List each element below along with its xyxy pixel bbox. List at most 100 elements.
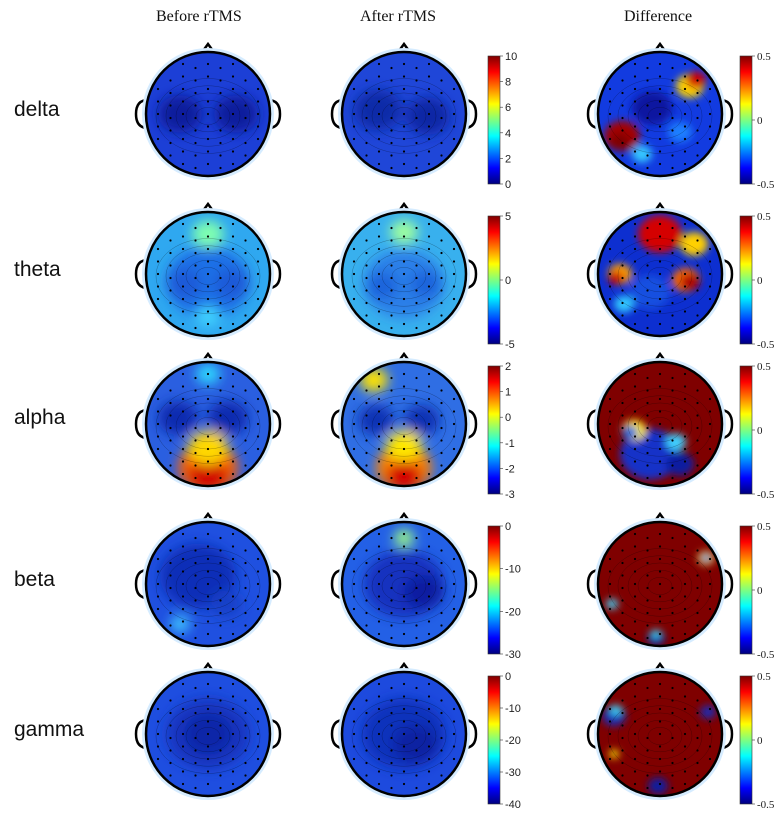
electrode-dot [206,732,210,736]
contour-line [381,409,427,443]
electrode-dot [415,711,418,715]
electrode-dot [440,611,443,615]
electrode-dot [181,557,185,561]
contour-line [165,245,251,307]
electrode-dot [156,125,160,128]
electrode-dot [683,632,687,636]
electrode-dot [219,476,222,480]
electrode-dot [415,599,418,602]
electrode-dot [415,289,418,292]
electrode-dot [219,401,222,405]
electrode-dot [194,586,197,590]
electrode-dot [633,150,637,153]
electrode-dot [608,720,612,723]
colorbar-tick-label: 4 [505,128,511,140]
electrode-dot [452,745,456,748]
electrode-dot [658,75,662,78]
electrode-dot [646,686,649,690]
topomap-beta-after [329,505,479,655]
contour-line [647,417,673,435]
electrode-dot [427,570,431,573]
electrode-dot [683,150,687,153]
electrode-dot [390,611,393,615]
electrode-dot [415,104,418,107]
contour-line [361,555,447,617]
electrode-dot [181,695,185,698]
electrode-dot [621,301,624,305]
electrode-dot [231,137,235,141]
electrode-dot [658,447,662,451]
electrode-dot [608,260,612,263]
activity-region [158,95,202,133]
electrode-dot [708,570,712,573]
electrode-dot [708,732,712,736]
electrode-dot [658,100,662,103]
electrode-dot [194,574,197,577]
electrode-dot [377,310,381,313]
electrode-dot [365,599,368,602]
electrode-dot [231,782,235,786]
electrode-dot [194,66,197,70]
activity-region [406,97,450,135]
head-outline [340,360,468,488]
electrode-dot [181,322,185,326]
contour-line [165,395,251,457]
electrode-dot [658,372,662,376]
electrode-dot [231,720,235,723]
electrode-dot [633,447,637,451]
electrode-dot [671,786,674,790]
electrode-dot [390,749,393,752]
electrode-dot [219,439,222,442]
electrode-dot [377,595,381,598]
electrode-dot [231,372,235,376]
electrode-dot [440,301,443,305]
electrode-dot [708,595,712,598]
electrode-dot [244,389,247,392]
electrode-dot [402,545,406,548]
electrode-dot [219,251,222,255]
electrode-dot [206,435,210,438]
contour-line [185,569,231,603]
electrode-dot [169,426,172,430]
electrode-dot [390,104,393,107]
electrode-dot [156,260,160,263]
electrode-dot [696,736,699,740]
electrode-dot [169,724,172,727]
electrode-dot [156,410,160,413]
electrode-dot [365,91,368,95]
electrode-dot [181,472,185,476]
electrode-dot [646,711,649,715]
left-ear-icon [134,568,149,600]
column-header-difference: Difference [624,8,693,25]
electrode-dot [244,599,247,602]
electrode-dot [219,154,222,157]
electrode-dot [633,272,637,276]
electrode-dot [671,376,674,380]
electrode-dot [658,570,662,573]
electrode-dot [402,770,406,773]
electrode-dot [244,611,247,615]
electrode-dot [181,422,185,426]
electrode-dot [427,707,431,711]
electrode-dot [402,410,406,413]
electrode-dot [206,100,210,103]
electrode-dot [608,410,612,413]
right-ear-icon [267,258,282,290]
electrode-dot [219,451,222,455]
electrode-dot [658,632,662,636]
electrode-dot [365,561,368,565]
right-ear-icon [719,718,734,750]
activity-region [354,89,402,131]
colorbar-tick-label: 0.5 [757,51,771,63]
electrode-dot [390,549,393,552]
right-ear-icon [719,258,734,290]
electrode-dot [169,761,172,765]
contour-line [165,705,251,767]
topomap-beta-before [133,505,283,655]
electrode-dot [206,397,210,401]
electrode-dot [181,235,185,238]
electrode-dot [696,549,699,552]
electrode-dot [194,761,197,765]
colorbar-tick-label: 0 [505,521,511,533]
electrode-dot [696,761,699,765]
